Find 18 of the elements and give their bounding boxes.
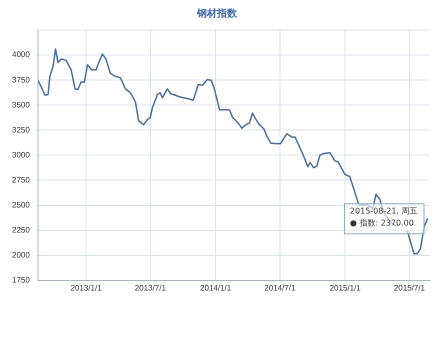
x-tick-label: 2015/1/1	[330, 283, 362, 292]
x-tick-label: 2013/7/1	[134, 283, 166, 292]
x-tick-label: 2014/7/1	[264, 283, 296, 292]
y-tick-label: 2000	[12, 250, 30, 260]
x-tick-label: 2015/7/1	[394, 283, 426, 292]
x-tick-label: 2013/1/1	[70, 283, 102, 292]
y-tick-label: 4000	[12, 50, 30, 60]
y-tick-label: 3000	[12, 150, 30, 160]
y-tick-label: 3500	[12, 100, 30, 110]
y-tick-label: 2250	[12, 226, 30, 235]
y-tick-label: 2750	[12, 175, 30, 184]
y-tick-label: 3250	[12, 125, 30, 134]
y-tick-label: 3750	[12, 75, 30, 84]
y-tick-label: 2500	[12, 200, 30, 210]
annotation: 2015-08-21, 周五 ● 指数: 2370.00	[350, 206, 418, 228]
x-tick-label: 2014/1/1	[200, 283, 232, 292]
chart-title: 钢材指数	[196, 8, 238, 20]
y-tick-label: 1750	[12, 276, 30, 285]
